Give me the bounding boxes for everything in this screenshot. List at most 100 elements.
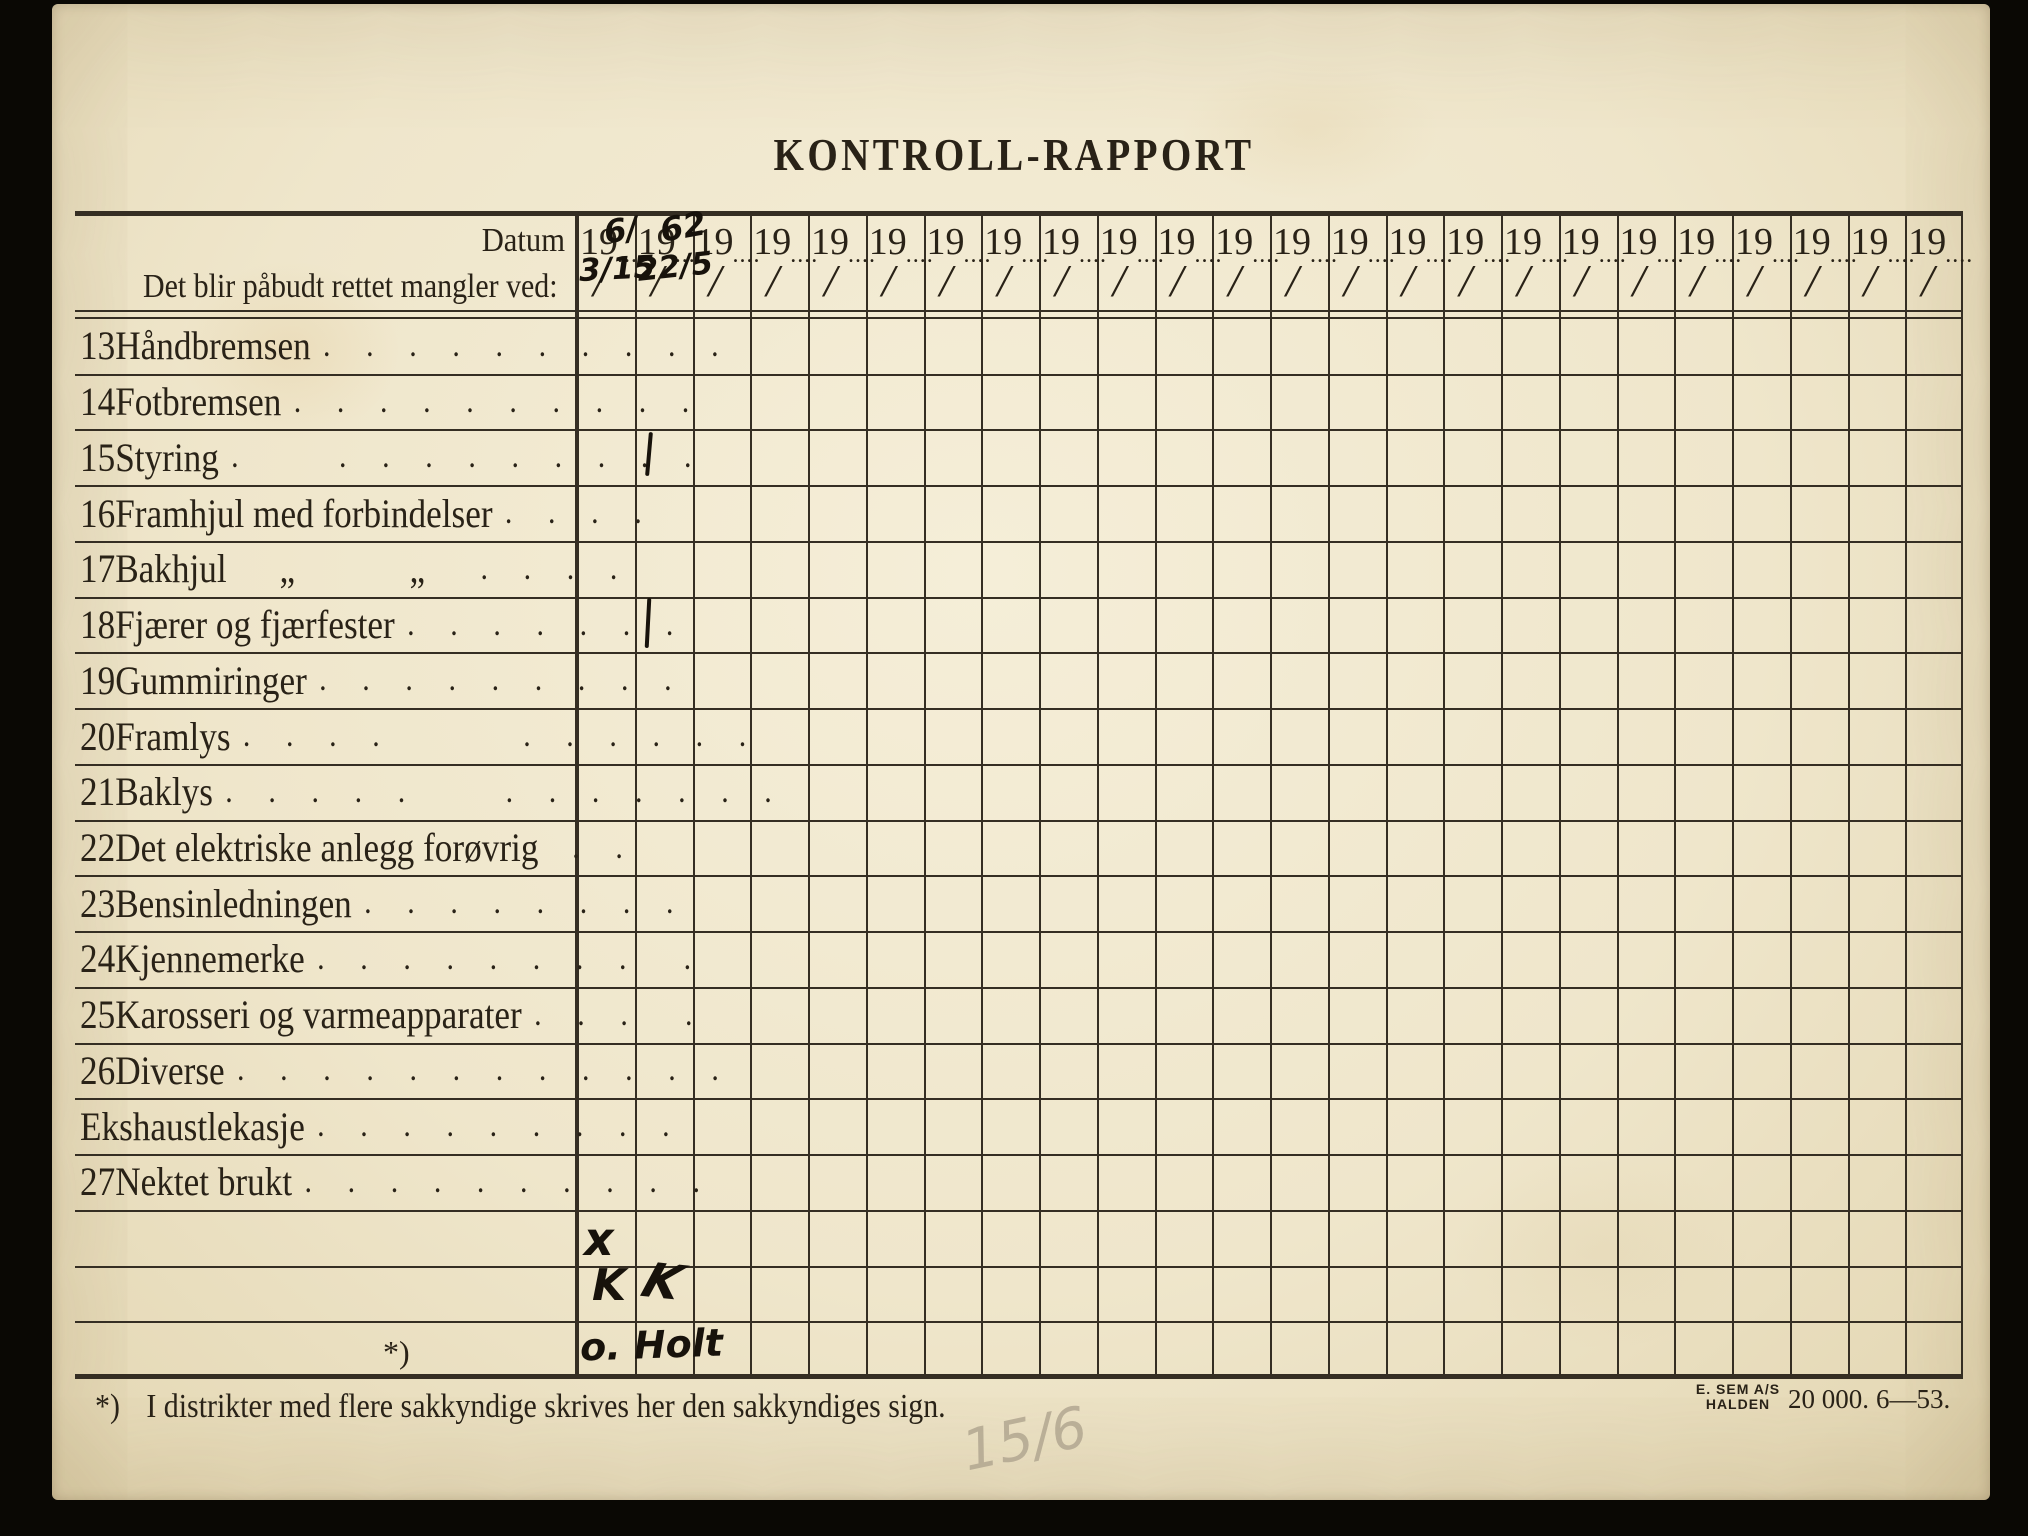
subject-label: Det blir påbudt rettet mangler ved:: [143, 268, 558, 305]
date-column-header: 19.... /: [981, 216, 1048, 312]
row-label: 20 Framlys. . . . . . . . . .: [80, 708, 746, 764]
date-column-header: 19.... /: [577, 216, 644, 312]
grid-line-horizontal: [75, 652, 1963, 654]
dot-leaders: . . . . . . . . . . . .: [236, 1051, 733, 1089]
year-dotted-line: ....: [1194, 242, 1223, 268]
dot-leaders: . . . . . . . . . . . .: [225, 772, 786, 810]
year-dotted-line: ....: [1252, 242, 1281, 268]
date-column-header: 19.... /: [1732, 216, 1799, 312]
row-text: Nektet brukt: [115, 1159, 293, 1205]
paper-sheet: [52, 4, 1990, 1500]
grid-line-horizontal: [75, 875, 1963, 877]
year-prefix: 19: [1908, 221, 1947, 263]
row-text: Fotbremsen: [115, 379, 282, 425]
year-dotted-line: ....: [1541, 242, 1569, 268]
year-dotted-line: ....: [1310, 242, 1338, 268]
edition-code: 6—53.: [1876, 1384, 1951, 1414]
row-text: Gummiringer: [115, 657, 307, 703]
year-prefix: 19: [753, 221, 792, 263]
date-slash: /: [997, 255, 1011, 306]
header-bottom-double-line: [75, 310, 1963, 319]
grid-line-horizontal: [75, 485, 1963, 487]
footnote-ref: *): [95, 1388, 120, 1425]
handwritten-x-mark: x: [584, 1212, 614, 1266]
grid-line-vertical: [1961, 215, 1963, 1377]
date-column-header: 19.... /: [1905, 216, 1972, 312]
date-column-header: 19.... /: [1270, 216, 1337, 312]
year-prefix: 19: [926, 221, 965, 263]
date-column-header: 19.... /: [1559, 216, 1626, 312]
grid-line-vertical: [1848, 215, 1850, 1377]
date-column-header: 19.... /: [1039, 216, 1106, 312]
date-slash: /: [1228, 255, 1242, 306]
year-dotted-line: ....: [848, 242, 876, 268]
row-text: Bakhjul „ „: [115, 546, 426, 592]
date-slash: /: [1055, 255, 1068, 306]
row-text: Diverse: [115, 1047, 225, 1093]
row-label: Ekshaustlekasje. . . . . . . . .: [80, 1098, 670, 1154]
dot-leaders: . .: [550, 828, 637, 866]
year-prefix: 19: [868, 221, 907, 263]
row-number: 13: [80, 323, 116, 369]
year-prefix: 19: [1157, 221, 1196, 263]
row-number: 22: [80, 825, 116, 871]
year-dotted-line: ....: [1887, 242, 1916, 268]
handwritten-date-col2: 22/5: [635, 245, 715, 289]
date-slash: /: [1286, 255, 1299, 306]
row-label: 27 Nektet brukt. . . . . . . . . .: [80, 1154, 700, 1210]
year-prefix: 19: [1735, 221, 1773, 263]
year-prefix: 19: [637, 221, 676, 263]
grid-line-vertical: [750, 215, 752, 1377]
date-slash: /: [1343, 255, 1357, 306]
grid-line-horizontal: [75, 541, 1963, 543]
grid-line-vertical: [808, 215, 810, 1377]
row-number: 25: [80, 992, 116, 1038]
date-column-header: 19.... /: [1443, 216, 1510, 312]
date-slash: /: [593, 255, 606, 306]
grid-line-vertical: [1155, 215, 1157, 1377]
date-slash: /: [1459, 255, 1473, 306]
date-slash: /: [1921, 255, 1935, 306]
dot-leaders: . . . . . . . . . .: [231, 438, 706, 476]
row-number: 14: [80, 379, 116, 425]
year-prefix: 19: [1677, 221, 1716, 263]
date-column-header: 19.... /: [1328, 216, 1395, 312]
dot-leaders: . . . . . . . . . .: [304, 1162, 715, 1200]
printer-imprint: E. SEM A/S HALDEN: [1678, 1382, 1798, 1412]
dot-leaders: . . . .: [437, 549, 632, 587]
year-prefix: 19: [580, 221, 618, 263]
grid-line-horizontal: [75, 820, 1963, 822]
row-number: 18: [80, 602, 116, 648]
grid-line-horizontal: [75, 1321, 1963, 1323]
year-dotted-line: ....: [1425, 242, 1454, 268]
year-dotted-line: ....: [1136, 242, 1165, 268]
grid-line-vertical: [1732, 215, 1734, 1377]
year-prefix: 19: [1388, 221, 1427, 263]
grid-line-horizontal: [75, 597, 1963, 599]
grid-line-vertical: [693, 215, 695, 1377]
year-dotted-line: ....: [617, 242, 645, 268]
grid-line-vertical: [1270, 215, 1272, 1377]
year-dotted-line: ....: [732, 242, 761, 268]
handwritten-signature: o. Holt: [579, 1320, 724, 1370]
row-number: 17: [80, 546, 116, 592]
date-column-header: 19.... /: [1617, 216, 1684, 312]
row-number: 26: [80, 1047, 116, 1093]
grid-line-vertical: [981, 215, 983, 1377]
date-slash: /: [1632, 255, 1646, 306]
grid-line-vertical: [1039, 215, 1041, 1377]
table-top-border: [75, 211, 1963, 216]
row-label: 19 Gummiringer. . . . . . . . .: [80, 652, 672, 708]
footnote: *) I distrikter med flere sakkyndige skri…: [95, 1388, 946, 1426]
year-dotted-line: ....: [963, 242, 992, 268]
year-dotted-line: ....: [1829, 242, 1858, 268]
year-dotted-line: ....: [1656, 242, 1685, 268]
year-prefix: 19: [1504, 221, 1542, 263]
date-column-header: 19.... /: [1848, 216, 1915, 312]
year-dotted-line: ....: [674, 242, 703, 268]
grid-line-horizontal: [75, 1043, 1963, 1045]
year-prefix: 19: [1619, 221, 1658, 263]
grid-line-horizontal: [75, 1266, 1963, 1268]
datum-label: Datum: [481, 222, 565, 259]
